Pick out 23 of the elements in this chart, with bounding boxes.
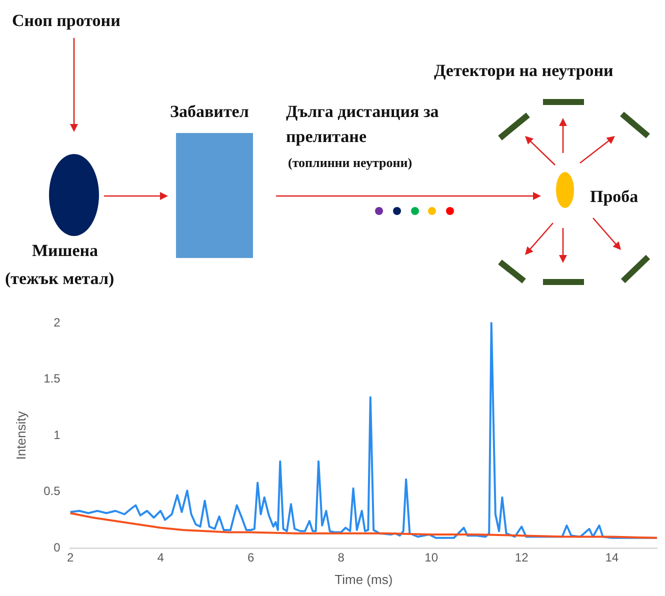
x-tick-label: 12 <box>514 550 529 565</box>
text: (тежък метал) <box>5 269 114 288</box>
text: Мишена <box>32 241 98 260</box>
text: прелитане <box>286 127 367 146</box>
text: Проба <box>590 187 638 206</box>
text: Дълга дистанция за <box>286 102 439 121</box>
x-tick-label: 10 <box>424 550 438 565</box>
x-tick-label: 2 <box>66 550 74 565</box>
y-tick-label: 2 <box>54 315 61 330</box>
text: Сноп протони <box>12 11 120 30</box>
x-tick-label: 8 <box>338 550 345 565</box>
y-tick-label: 0.5 <box>44 484 61 498</box>
text: Детектори на неутрони <box>434 61 614 80</box>
text: (топлинни неутрони) <box>288 155 412 170</box>
y-tick-label: 1 <box>54 428 61 442</box>
x-tick-label: 4 <box>157 550 164 565</box>
y-axis-title: Intensity <box>13 410 28 460</box>
x-axis-title: Time (ms) <box>334 572 393 587</box>
text: Забавител <box>170 102 249 121</box>
y-tick-label: 0 <box>54 540 61 554</box>
x-tick-label: 14 <box>605 550 619 565</box>
y-tick-label: 1.5 <box>44 372 61 386</box>
x-tick-label: 6 <box>247 550 254 565</box>
